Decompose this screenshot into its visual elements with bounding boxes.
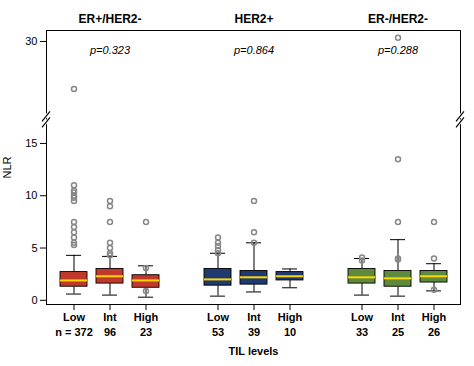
- svg-text:33: 33: [356, 326, 368, 338]
- svg-text:0: 0: [31, 294, 37, 306]
- svg-text:Int: Int: [391, 311, 405, 323]
- svg-text:Low: Low: [207, 311, 229, 323]
- svg-text:NLR: NLR: [1, 156, 13, 178]
- svg-text:10: 10: [284, 326, 296, 338]
- svg-text:25: 25: [392, 326, 404, 338]
- svg-text:Low: Low: [351, 311, 373, 323]
- svg-text:39: 39: [248, 326, 260, 338]
- svg-text:ER+/HER2-: ER+/HER2-: [78, 12, 141, 26]
- svg-text:High: High: [278, 311, 303, 323]
- svg-text:ER-/HER2-: ER-/HER2-: [368, 12, 428, 26]
- svg-text:23: 23: [140, 326, 152, 338]
- svg-text:30: 30: [25, 35, 37, 47]
- svg-text:26: 26: [428, 326, 440, 338]
- svg-text:High: High: [422, 311, 447, 323]
- svg-text:53: 53: [212, 326, 224, 338]
- svg-text:Int: Int: [103, 311, 117, 323]
- svg-text:15: 15: [25, 137, 37, 149]
- svg-text:Low: Low: [63, 311, 85, 323]
- svg-text:p=0.864: p=0.864: [233, 44, 274, 56]
- svg-text:HER2+: HER2+: [234, 12, 273, 26]
- svg-text:n = 372: n = 372: [55, 326, 93, 338]
- svg-text:Int: Int: [247, 311, 261, 323]
- svg-text:p=0.288: p=0.288: [377, 44, 419, 56]
- svg-text:p=0.323: p=0.323: [89, 44, 131, 56]
- svg-text:High: High: [134, 311, 159, 323]
- svg-text:10: 10: [25, 189, 37, 201]
- svg-text:96: 96: [104, 326, 116, 338]
- svg-text:TIL levels: TIL levels: [229, 345, 279, 357]
- svg-text:5: 5: [31, 242, 37, 254]
